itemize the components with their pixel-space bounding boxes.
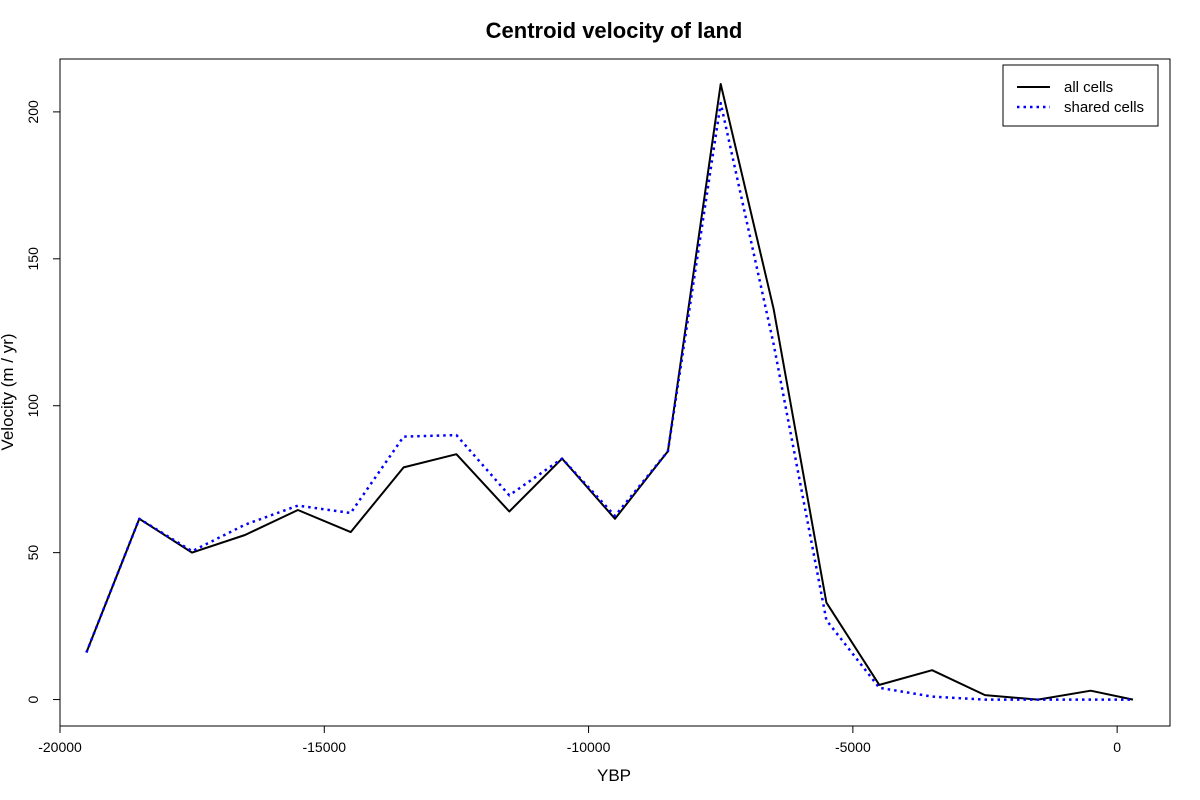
y-axis-label: Velocity (m / yr)	[0, 333, 17, 450]
y-tick-label: 0	[25, 695, 41, 703]
x-tick-label: -15000	[302, 739, 346, 755]
y-tick-label: 100	[25, 394, 41, 418]
x-tick-label: -20000	[38, 739, 82, 755]
x-axis-label: YBP	[597, 766, 631, 785]
x-tick-label: 0	[1113, 739, 1121, 755]
legend: all cells shared cells	[1002, 64, 1159, 127]
legend-label-all-cells: all cells	[1064, 79, 1113, 96]
series-line-shared-cells	[85, 101, 1133, 701]
y-tick-label: 150	[25, 247, 41, 271]
y-tick-label: 200	[25, 100, 41, 124]
x-tick-label: -10000	[567, 739, 611, 755]
plot-frame	[59, 58, 1171, 727]
x-axis: -20000 -15000 -10000 -5000 0	[38, 725, 1121, 755]
y-tick-label: 50	[25, 545, 41, 561]
chart-title: Centroid velocity of land	[486, 18, 743, 43]
series-layer	[85, 83, 1134, 701]
series-line-all-cells	[85, 83, 1134, 701]
legend-label-shared-cells: shared cells	[1064, 99, 1144, 116]
legend-box	[1002, 64, 1159, 127]
x-tick-label: -5000	[835, 739, 871, 755]
y-axis: 0 50 100 150 200	[25, 100, 61, 703]
